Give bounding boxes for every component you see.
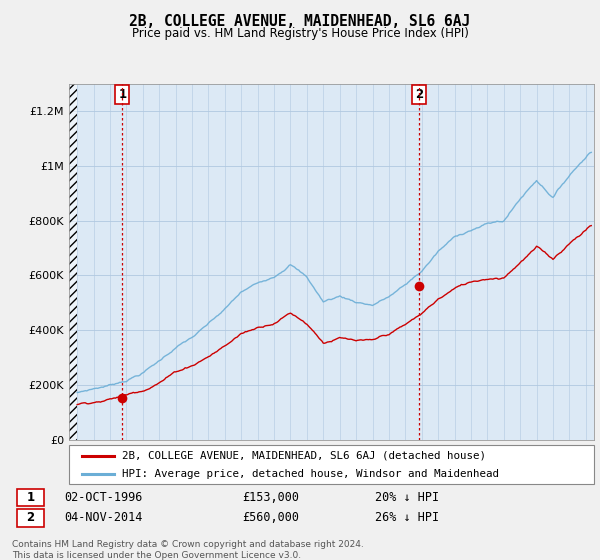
- Text: 2B, COLLEGE AVENUE, MAIDENHEAD, SL6 6AJ: 2B, COLLEGE AVENUE, MAIDENHEAD, SL6 6AJ: [130, 14, 470, 29]
- Text: HPI: Average price, detached house, Windsor and Maidenhead: HPI: Average price, detached house, Wind…: [121, 469, 499, 479]
- Bar: [69, 84, 77, 440]
- Text: 20% ↓ HPI: 20% ↓ HPI: [375, 491, 439, 504]
- Text: £153,000: £153,000: [242, 491, 299, 504]
- FancyBboxPatch shape: [17, 510, 44, 526]
- Text: 1: 1: [26, 491, 34, 504]
- FancyBboxPatch shape: [69, 445, 594, 484]
- Text: 04-NOV-2014: 04-NOV-2014: [64, 511, 142, 525]
- Text: 2B, COLLEGE AVENUE, MAIDENHEAD, SL6 6AJ (detached house): 2B, COLLEGE AVENUE, MAIDENHEAD, SL6 6AJ …: [121, 451, 485, 461]
- Text: 02-OCT-1996: 02-OCT-1996: [64, 491, 142, 504]
- Text: 26% ↓ HPI: 26% ↓ HPI: [375, 511, 439, 525]
- Text: Contains HM Land Registry data © Crown copyright and database right 2024.
This d: Contains HM Land Registry data © Crown c…: [12, 540, 364, 559]
- Text: £560,000: £560,000: [242, 511, 299, 525]
- Text: Price paid vs. HM Land Registry's House Price Index (HPI): Price paid vs. HM Land Registry's House …: [131, 27, 469, 40]
- Text: 1: 1: [118, 88, 127, 101]
- Bar: [69, 84, 77, 440]
- Text: 2: 2: [26, 511, 34, 525]
- Text: 2: 2: [415, 88, 423, 101]
- FancyBboxPatch shape: [17, 489, 44, 506]
